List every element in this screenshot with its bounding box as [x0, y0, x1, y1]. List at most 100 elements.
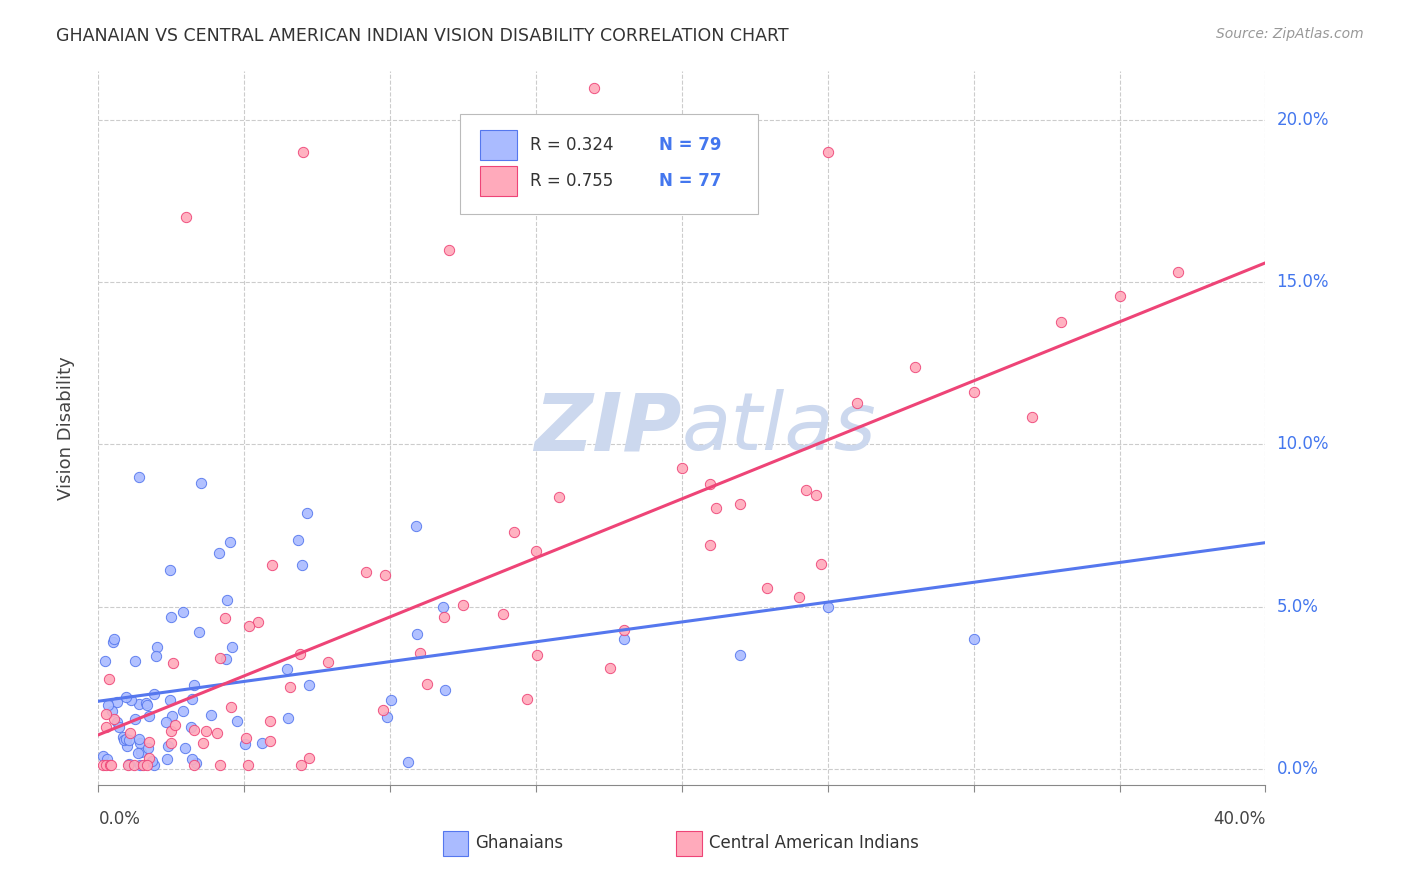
FancyBboxPatch shape — [460, 114, 758, 214]
Point — [260, 558, 283, 572]
Point — [118, 756, 141, 771]
Point — [94, 706, 117, 721]
Point — [225, 714, 247, 729]
Point — [97, 698, 120, 713]
Point — [437, 243, 460, 257]
Point — [91, 749, 114, 764]
Point — [524, 543, 547, 558]
Point — [105, 695, 128, 709]
Point — [699, 538, 721, 552]
Point — [1108, 289, 1130, 303]
Point — [233, 737, 256, 751]
Point — [904, 359, 927, 374]
Text: 10.0%: 10.0% — [1277, 435, 1329, 453]
Point — [1050, 315, 1073, 329]
Point — [817, 599, 839, 614]
Point — [221, 700, 243, 714]
Point — [191, 736, 214, 750]
Point — [583, 80, 606, 95]
Point — [962, 632, 984, 646]
Point — [120, 726, 142, 740]
Point — [451, 598, 474, 612]
Point — [129, 746, 152, 760]
Point — [277, 711, 299, 725]
Point — [128, 736, 150, 750]
Text: 0.0%: 0.0% — [1277, 760, 1319, 778]
Point — [755, 582, 778, 596]
Point — [612, 624, 634, 638]
Point — [96, 752, 118, 766]
Point — [200, 708, 222, 723]
Point — [124, 654, 146, 668]
Point — [405, 627, 427, 641]
Point — [295, 506, 318, 520]
Point — [97, 672, 120, 686]
Point — [846, 396, 869, 410]
Point — [184, 756, 207, 770]
Point — [135, 698, 157, 712]
Point — [247, 615, 270, 629]
Point — [205, 725, 228, 739]
Text: 5.0%: 5.0% — [1277, 598, 1319, 615]
Point — [100, 758, 122, 772]
FancyBboxPatch shape — [479, 130, 517, 160]
Point — [111, 730, 134, 744]
Point — [215, 652, 238, 666]
Text: Source: ZipAtlas.com: Source: ZipAtlas.com — [1216, 27, 1364, 41]
Point — [1021, 409, 1043, 424]
Text: atlas: atlas — [682, 389, 877, 467]
Point — [128, 697, 150, 711]
Point — [354, 565, 377, 579]
Point — [276, 662, 298, 676]
Point — [156, 739, 179, 753]
Point — [250, 736, 273, 750]
Point — [235, 731, 257, 746]
Point — [163, 718, 186, 732]
Text: Ghanaians: Ghanaians — [475, 835, 564, 853]
Point — [810, 557, 832, 571]
Text: R = 0.755: R = 0.755 — [530, 171, 613, 189]
Point — [118, 733, 141, 747]
Point — [730, 497, 752, 511]
Text: ZIP: ZIP — [534, 389, 682, 467]
Point — [142, 687, 165, 701]
Y-axis label: Vision Disability: Vision Disability — [56, 356, 75, 500]
Point — [374, 567, 396, 582]
Point — [132, 758, 155, 772]
Point — [160, 724, 183, 739]
Point — [730, 648, 752, 663]
Point — [221, 640, 243, 654]
Point — [259, 734, 281, 748]
Point — [236, 758, 259, 772]
Text: 15.0%: 15.0% — [1277, 273, 1329, 291]
Point — [94, 719, 117, 733]
Point — [159, 693, 181, 707]
Point — [432, 600, 454, 615]
Point — [183, 677, 205, 691]
FancyBboxPatch shape — [676, 831, 702, 856]
Point — [124, 758, 146, 772]
Point — [128, 732, 150, 747]
Point — [433, 682, 456, 697]
Point — [375, 710, 398, 724]
FancyBboxPatch shape — [479, 166, 517, 195]
Point — [100, 758, 122, 772]
Point — [145, 649, 167, 664]
Point — [180, 720, 202, 734]
Point — [209, 758, 232, 772]
Point — [291, 558, 314, 573]
Point — [396, 755, 419, 769]
Point — [291, 145, 314, 160]
Point — [183, 723, 205, 737]
Point — [138, 735, 160, 749]
Point — [288, 647, 311, 661]
Text: N = 79: N = 79 — [658, 136, 721, 153]
Point — [433, 610, 456, 624]
Text: GHANAIAN VS CENTRAL AMERICAN INDIAN VISION DISABILITY CORRELATION CHART: GHANAIAN VS CENTRAL AMERICAN INDIAN VISI… — [56, 27, 789, 45]
Point — [101, 635, 124, 649]
Point — [380, 692, 402, 706]
Point — [704, 500, 727, 515]
Point — [120, 693, 142, 707]
Point — [215, 593, 238, 607]
Point — [127, 746, 149, 760]
